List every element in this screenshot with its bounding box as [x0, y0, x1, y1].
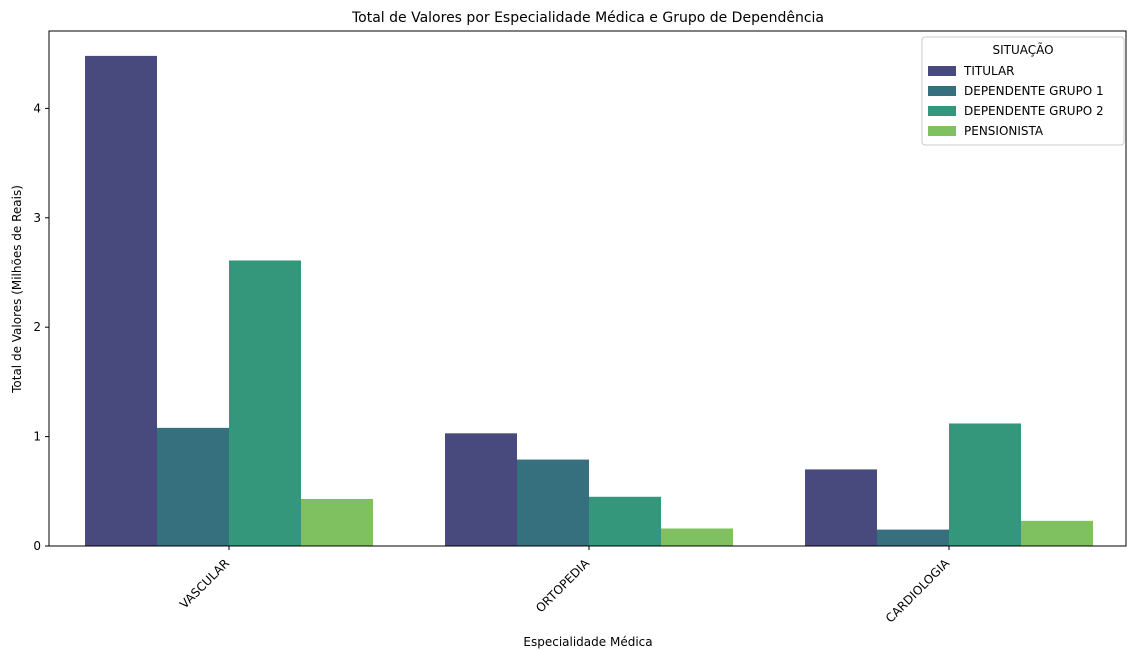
bar-cardiologia-titular	[805, 469, 877, 546]
x-tick-label: CARDIOLOGIA	[883, 556, 953, 626]
chart-title: Total de Valores por Especialidade Médic…	[351, 10, 824, 26]
legend-label: TITULAR	[963, 64, 1015, 78]
bar-vascular-dependente-grupo-1	[157, 427, 229, 546]
legend-label: DEPENDENTE GRUPO 1	[964, 84, 1104, 98]
bar-ortopedia-dependente-grupo-1	[517, 459, 589, 546]
plot-frame	[48, 30, 1127, 547]
bar-vascular-titular	[85, 55, 157, 546]
legend-label: PENSIONISTA	[964, 124, 1044, 138]
y-tick-label: 0	[33, 539, 41, 553]
y-tick-label: 1	[33, 430, 41, 444]
legend-label: DEPENDENTE GRUPO 2	[964, 104, 1104, 118]
bars-group	[85, 55, 1093, 546]
legend-swatch	[928, 86, 956, 96]
bar-ortopedia-pensionista	[661, 528, 733, 546]
bar-vascular-dependente-grupo-2	[229, 260, 301, 546]
y-tick-label: 2	[33, 320, 41, 334]
bar-ortopedia-dependente-grupo-2	[589, 496, 661, 546]
y-axis-label: Total de Valores (Milhões de Reais)	[10, 185, 24, 394]
y-tick-label: 3	[33, 211, 41, 225]
legend: SITUAÇÃO TITULAR DEPENDENTE GRUPO 1 DEPENDE…	[921, 36, 1125, 146]
y-tick-label: 4	[33, 101, 41, 115]
legend-swatch	[928, 106, 956, 116]
legend-box	[921, 36, 1125, 146]
bar-cardiologia-dependente-grupo-1	[877, 529, 949, 546]
x-axis-label: Especialidade Médica	[523, 635, 652, 649]
bar-cardiologia-pensionista	[1021, 520, 1093, 546]
x-tick-label: VASCULAR	[177, 556, 232, 611]
bar-ortopedia-titular	[445, 433, 517, 546]
bar-cardiologia-dependente-grupo-2	[949, 423, 1021, 546]
x-tick-label: ORTOPEDIA	[533, 556, 593, 616]
legend-swatch	[928, 126, 956, 136]
legend-title: SITUAÇÃO	[992, 42, 1053, 57]
bar-vascular-pensionista	[301, 498, 373, 546]
legend-swatch	[928, 66, 956, 76]
